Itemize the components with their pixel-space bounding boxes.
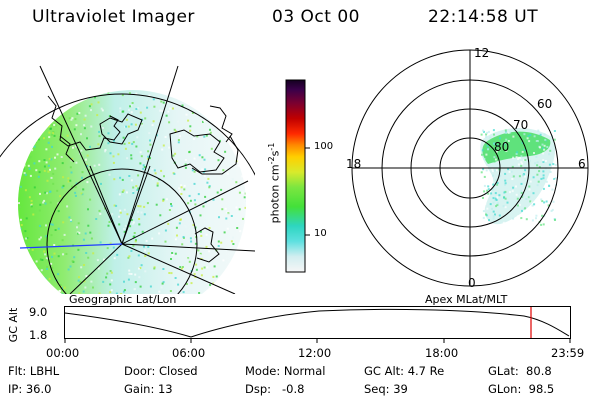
mlt-label-12: 12	[474, 46, 490, 60]
glat-info: GLat: 80.8	[488, 364, 552, 378]
instrument-title: Ultraviolet Imager	[32, 7, 195, 27]
seq-info: Seq: 39	[364, 382, 408, 396]
colorbar-gradient	[285, 79, 306, 273]
colorbar	[285, 79, 310, 273]
colorbar-tick-100: 100	[314, 141, 334, 152]
altitude-xtick-2359: 23:59	[551, 346, 585, 360]
longitude-line	[121, 180, 249, 245]
colorbar-unit-label: photon cm-2s-1	[267, 142, 282, 224]
geographic-image-panel	[0, 65, 255, 294]
glon-info: GLon: 98.5	[488, 382, 555, 396]
colorbar-tick-10: 10	[314, 228, 327, 239]
coastlines	[47, 95, 239, 263]
lat-label-80: 80	[494, 140, 510, 154]
altitude-ylabel: GC Alt	[7, 307, 20, 343]
altitude-plot	[64, 306, 571, 343]
longitude-line	[121, 243, 236, 294]
mlt-label-18: 18	[346, 157, 362, 171]
altitude-xtick-0600: 06:00	[172, 346, 206, 360]
altitude-curve	[64, 308, 570, 338]
longitude-line	[121, 165, 151, 245]
longitude-line	[39, 65, 123, 245]
gc-alt-info: GC Alt: 4.7 Re	[364, 364, 445, 378]
polar-mlt-plot	[351, 49, 589, 287]
lat-label-70: 70	[513, 118, 529, 132]
altitude-ytick-max: 9.0	[29, 305, 48, 319]
altitude-ytick-min: 1.8	[29, 328, 48, 342]
time-label: 22:14:58 UT	[428, 7, 539, 27]
auroral-speckle	[18, 90, 246, 294]
latitude-circle	[46, 168, 198, 294]
dsp-info: Dsp: -0.8	[245, 382, 305, 396]
lat-label-60: 60	[537, 97, 553, 111]
longitude-line	[121, 243, 255, 252]
filter-info: Flt: LBHL	[8, 364, 60, 378]
longitude-line	[69, 243, 123, 294]
longitude-line	[89, 165, 123, 245]
gain-info: Gain: 13	[124, 382, 173, 396]
altitude-xtick-1200: 12:00	[298, 346, 332, 360]
latitude-circle	[0, 93, 255, 176]
mode-info: Mode: Normal	[245, 364, 326, 378]
terminator-line	[19, 243, 123, 249]
altitude-xtick-1800: 18:00	[425, 346, 459, 360]
polar-panel-label: Apex MLat/MLT	[425, 293, 508, 306]
altitude-plot-frame	[64, 306, 571, 339]
date-label: 03 Oct 00	[272, 7, 360, 27]
geographic-panel-label: Geographic Lat/Lon	[69, 293, 177, 306]
longitude-line	[121, 65, 179, 245]
ip-info: IP: 36.0	[8, 382, 52, 396]
mlt-label-0: 0	[468, 276, 476, 290]
mlt-label-6: 6	[578, 157, 586, 171]
polar-speckle	[480, 129, 557, 226]
door-info: Door: Closed	[124, 364, 198, 378]
altitude-xtick-0000: 00:00	[46, 346, 80, 360]
